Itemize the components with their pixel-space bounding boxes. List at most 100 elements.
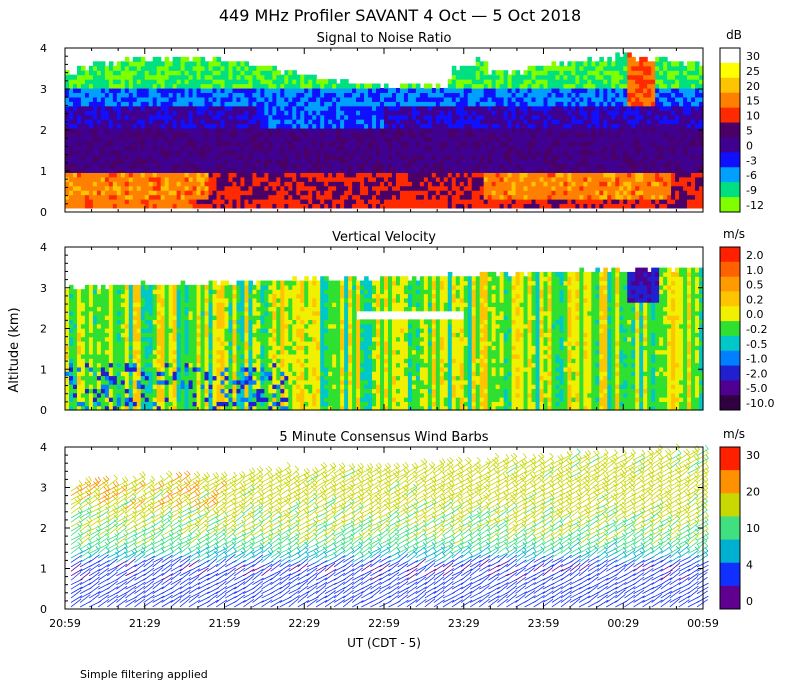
- snr-cell: [455, 114, 461, 120]
- snr-cell: [407, 92, 413, 98]
- snr-cell: [663, 79, 668, 85]
- snr-cell: [364, 190, 369, 196]
- snr-cell: [563, 79, 569, 85]
- snr-cell: [495, 110, 501, 116]
- snr-cell: [116, 132, 122, 138]
- snr-cell: [120, 176, 126, 182]
- snr-cell: [551, 87, 557, 94]
- snr-cell: [372, 167, 377, 173]
- snr-cell: [220, 101, 226, 107]
- snr-cell: [615, 65, 620, 71]
- snr-cell: [487, 190, 493, 196]
- snr-cell: [655, 154, 660, 160]
- snr-cell: [623, 123, 628, 129]
- snr-cell: [487, 167, 493, 173]
- snr-cell: [683, 79, 688, 85]
- snr-cell: [192, 203, 198, 209]
- snr-cell: [304, 167, 309, 173]
- snr-cell: [567, 176, 573, 182]
- snr-cell: [172, 203, 178, 209]
- snr-cell: [164, 172, 170, 178]
- snr-cell: [527, 185, 533, 191]
- snr-cell: [336, 163, 341, 169]
- snr-cell: [88, 105, 94, 111]
- snr-cell: [144, 74, 150, 80]
- snr-cell: [607, 190, 612, 196]
- snr-cell: [376, 119, 381, 125]
- snr-cell: [599, 136, 604, 142]
- snr-cell: [84, 87, 90, 94]
- snr-cell: [471, 194, 477, 200]
- snr-cell: [491, 167, 497, 173]
- snr-cell: [495, 141, 501, 147]
- snr-cell: [368, 181, 373, 187]
- snr-cell: [547, 154, 553, 160]
- snr-cell: [216, 92, 222, 98]
- snr-cell: [475, 65, 481, 71]
- snr-cell: [455, 167, 461, 173]
- snr-cell: [643, 96, 648, 102]
- snr-cell: [515, 181, 521, 187]
- snr-cell: [272, 83, 277, 89]
- snr-cell: [72, 141, 78, 147]
- snr-cell: [200, 83, 206, 89]
- snr-cell: [92, 79, 98, 85]
- snr-cell: [519, 123, 525, 129]
- snr-cell: [108, 190, 114, 196]
- snr-cell: [415, 132, 421, 138]
- snr-cell: [200, 70, 206, 76]
- snr-cell: [555, 79, 561, 85]
- snr-cell: [439, 163, 445, 169]
- snr-cell: [332, 145, 337, 151]
- snr-cell: [164, 87, 170, 94]
- snr-cell: [364, 114, 369, 120]
- snr-cell: [543, 92, 549, 98]
- snr-cell: [160, 167, 166, 173]
- snr-cell: [160, 114, 166, 120]
- snr-cell: [136, 163, 142, 169]
- snr-cell: [627, 74, 632, 80]
- snr-cell: [619, 70, 624, 76]
- snr-cell: [627, 176, 632, 182]
- snr-cell: [168, 176, 174, 182]
- snr-cell: [144, 167, 150, 173]
- snr-cell: [212, 110, 218, 116]
- snr-cell: [487, 145, 493, 151]
- snr-cell: [615, 150, 620, 156]
- snr-cell: [511, 127, 517, 133]
- snr-cell: [112, 172, 118, 178]
- snr-cell: [304, 181, 309, 187]
- snr-cell: [475, 74, 481, 80]
- snr-cell: [635, 181, 640, 187]
- snr-cell: [419, 145, 425, 151]
- snr-cell: [276, 96, 281, 102]
- snr-cell: [244, 163, 250, 169]
- snr-cell: [184, 132, 190, 138]
- snr-cell: [104, 74, 110, 80]
- snr-cell: [104, 96, 110, 102]
- snr-cell: [252, 87, 257, 94]
- snr-cell: [423, 132, 429, 138]
- snr-cell: [499, 132, 505, 138]
- snr-cell: [152, 127, 158, 133]
- snr-cell: [547, 132, 553, 138]
- snr-cell: [491, 203, 497, 209]
- snr-cell: [451, 105, 457, 111]
- snr-cell: [543, 127, 549, 133]
- snr-cell: [651, 194, 656, 200]
- snr-cell: [655, 163, 660, 169]
- snr-cell: [284, 123, 289, 129]
- snr-cell: [168, 101, 174, 107]
- snr-cell: [543, 194, 549, 200]
- snr-cell: [687, 154, 692, 160]
- snr-cell: [599, 132, 604, 138]
- snr-cell: [296, 79, 301, 85]
- snr-cell: [591, 199, 596, 205]
- snr-cell: [124, 79, 130, 85]
- snr-cell: [419, 132, 425, 138]
- snr-cell: [116, 101, 122, 107]
- snr-cell: [220, 70, 226, 76]
- snr-cell: [427, 181, 433, 187]
- snr-cell: [368, 172, 373, 178]
- snr-cell: [236, 127, 242, 133]
